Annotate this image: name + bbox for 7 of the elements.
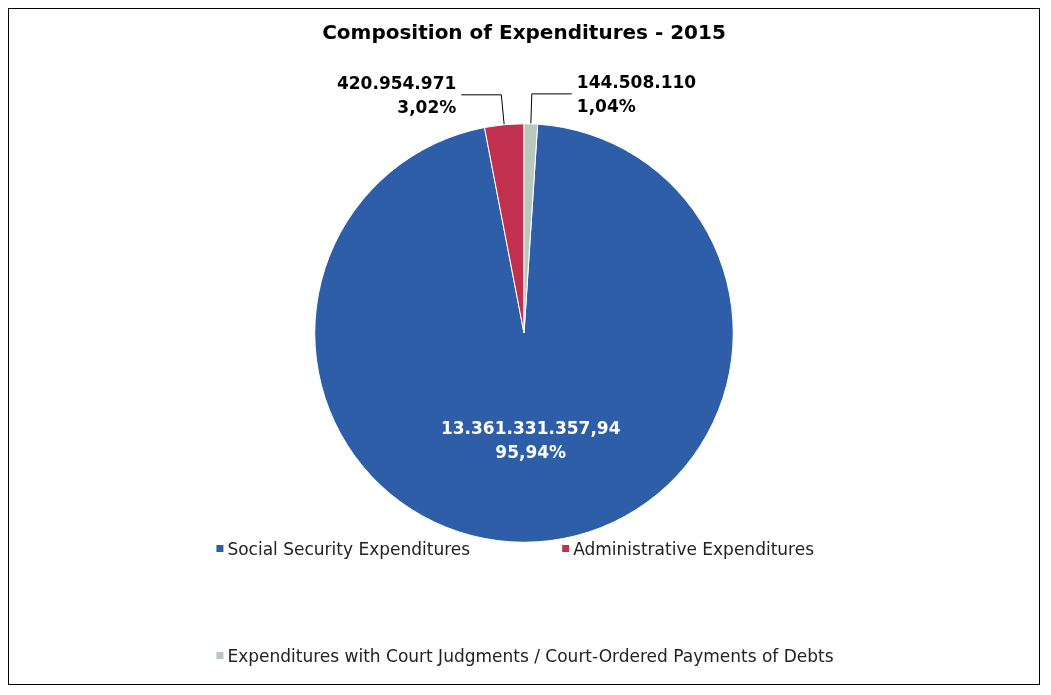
data-label: 144.508.110 1,04% [576, 71, 697, 116]
legend-label: Social Security Expenditures [227, 538, 471, 559]
legend-label: Expenditures with Court Judgments / Court-Ordered Payments of Debts [227, 645, 834, 666]
chart-title: Composition of Expenditures - 2015 [322, 20, 726, 44]
data-label: 420.954.971 3,02% [336, 72, 457, 117]
data-label: 13.361.331.357,94 95,94% [440, 418, 621, 463]
legend-label: Administrative Expenditures [573, 538, 815, 559]
